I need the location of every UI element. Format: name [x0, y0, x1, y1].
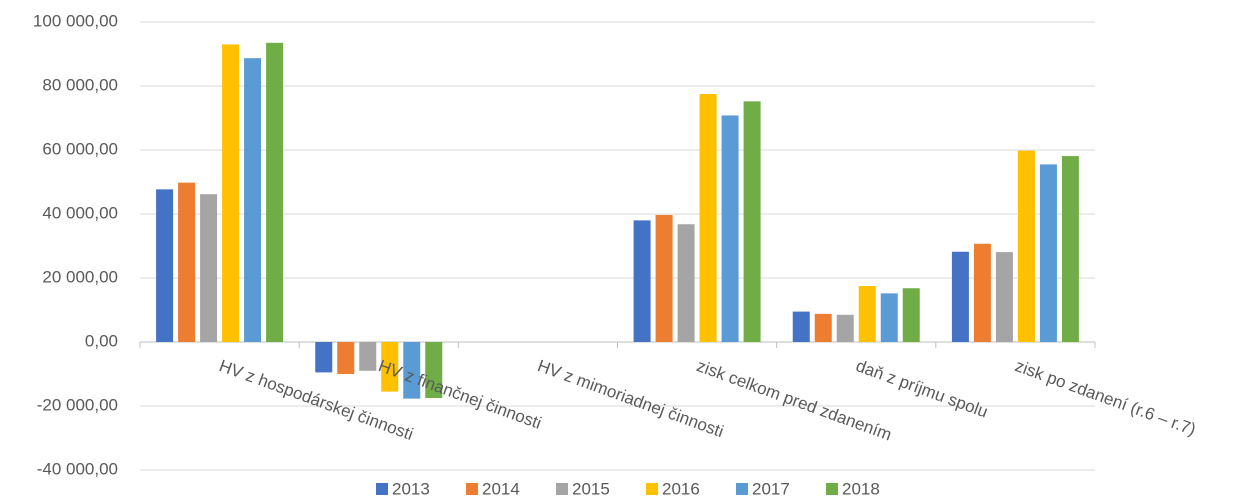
- y-tick-label: -40 000,00: [37, 459, 118, 478]
- bar: [655, 214, 673, 342]
- bar: [1039, 164, 1057, 342]
- bar: [973, 243, 991, 342]
- bar: [880, 293, 898, 342]
- bar: [836, 314, 854, 342]
- bar: [721, 115, 739, 342]
- legend-label: 2016: [662, 479, 700, 498]
- x-tick-label: daň z príjmu spolu: [853, 356, 990, 421]
- bar: [359, 342, 377, 371]
- bar: [266, 42, 284, 343]
- bar: [792, 311, 810, 342]
- legend-swatch: [646, 483, 658, 495]
- legend-swatch: [736, 483, 748, 495]
- bar: [633, 220, 651, 342]
- y-tick-label: 20 000,00: [42, 267, 118, 286]
- bar: [995, 252, 1013, 342]
- y-tick-label: 0,00: [85, 331, 118, 350]
- bar: [403, 342, 421, 399]
- bar: [814, 313, 832, 342]
- bar: [178, 182, 196, 342]
- legend-swatch: [466, 483, 478, 495]
- legend-swatch: [556, 483, 568, 495]
- bar: [902, 288, 920, 342]
- legend-label: 2014: [482, 479, 520, 498]
- bar: [677, 224, 695, 342]
- y-tick-label: 80 000,00: [42, 75, 118, 94]
- bar: [156, 189, 174, 342]
- y-tick-label: 100 000,00: [33, 11, 118, 30]
- bar: [381, 342, 399, 392]
- bar: [222, 44, 240, 343]
- bar: [743, 101, 761, 342]
- bar: [1017, 150, 1035, 342]
- bar: [200, 194, 218, 342]
- y-tick-label: 60 000,00: [42, 139, 118, 158]
- y-tick-label: 40 000,00: [42, 203, 118, 222]
- legend-label: 2015: [572, 479, 610, 498]
- legend-swatch: [826, 483, 838, 495]
- legend-label: 2013: [392, 479, 430, 498]
- bar: [244, 58, 262, 342]
- legend-label: 2018: [842, 479, 880, 498]
- bar: [425, 342, 443, 398]
- bar: [858, 286, 876, 342]
- y-tick-label: -20 000,00: [37, 395, 118, 414]
- legend-label: 2017: [752, 479, 790, 498]
- bar: [699, 94, 717, 342]
- bar: [951, 251, 969, 342]
- bar: [337, 342, 355, 374]
- legend-swatch: [376, 483, 388, 495]
- bar: [1061, 156, 1079, 342]
- bar: [315, 342, 333, 373]
- x-tick-label: zisk po zdanení (r.6 – r.7): [1013, 356, 1199, 439]
